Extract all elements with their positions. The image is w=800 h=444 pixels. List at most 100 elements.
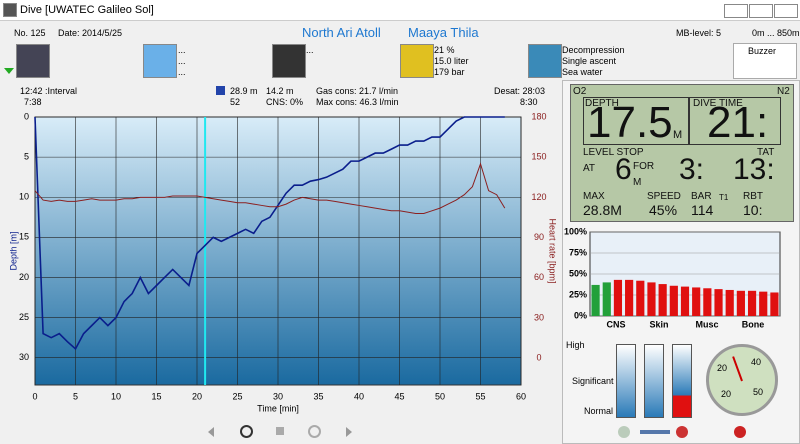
bar <box>613 279 623 316</box>
weather-2: ... <box>178 56 186 66</box>
depth-icon <box>216 86 225 95</box>
rbt-value: 10: <box>743 202 763 218</box>
tank-pressure: 179 bar <box>434 67 465 77</box>
y-tick-label: 10 <box>19 192 29 202</box>
buddy-icon[interactable] <box>16 44 50 78</box>
cns: CNS: 0% <box>266 97 304 107</box>
syringe-icon <box>640 430 670 434</box>
y-tick-label: 0 <box>24 111 29 121</box>
x-tick-label: 50 <box>435 391 445 401</box>
dropdown-arrow[interactable] <box>4 68 14 74</box>
level-bar <box>672 344 692 418</box>
tank-icon[interactable] <box>400 44 434 78</box>
x-tick-label: 30 <box>273 391 283 401</box>
stop-label: LEVEL STOP <box>583 147 644 158</box>
mb-level: MB-level: 5 <box>676 28 722 38</box>
y2-tick-label: 150 <box>531 152 546 162</box>
bar-label: BAR <box>691 191 712 202</box>
weather-1: ... <box>178 45 186 55</box>
y-tick-label: 5 <box>24 151 29 161</box>
deco-icon[interactable] <box>528 44 562 78</box>
y-tick-label: 75% <box>569 247 587 257</box>
zoom-out-button[interactable] <box>308 425 321 438</box>
rbt-label: RBT <box>743 191 763 202</box>
time-box <box>689 97 781 145</box>
o2: O2 <box>573 86 587 97</box>
x-tick-label: 45 <box>394 391 404 401</box>
heart-icon <box>676 426 688 438</box>
app-icon <box>3 3 17 17</box>
group-label: Bone <box>742 319 765 329</box>
max-label: MAX <box>583 191 605 202</box>
deco-3: Sea water <box>562 67 603 77</box>
at-label: AT <box>583 163 596 174</box>
level-high: High <box>566 340 585 350</box>
y-tick-label: 0% <box>574 310 587 320</box>
x-tick-label: 15 <box>151 391 161 401</box>
depth-value: 17.5 <box>587 98 673 147</box>
computer-display: O2 N2 DEPTH 17.5 M DIVE TIME 21: LEVEL S… <box>570 84 794 222</box>
depth-box <box>583 97 689 145</box>
bar <box>658 284 667 316</box>
dial-label: 20 <box>717 363 728 373</box>
bar <box>602 282 611 316</box>
minimize-button[interactable] <box>724 4 748 18</box>
bar <box>625 279 634 316</box>
max-depth: 28.9 m <box>230 86 258 96</box>
camera-icon[interactable] <box>272 44 306 78</box>
x-axis-label: Time [min] <box>257 403 299 413</box>
depth-label: DEPTH <box>585 98 619 109</box>
y2-tick-label: 180 <box>531 111 546 121</box>
y2-tick-label: 60 <box>534 272 544 282</box>
tat-label: TAT <box>757 147 775 158</box>
bar <box>669 285 678 316</box>
bar <box>725 289 734 316</box>
y2-tick-label: 30 <box>534 312 544 322</box>
lung-icon <box>734 426 746 438</box>
deco-1: Decompression <box>562 45 625 55</box>
max-cons: Max cons: 46.3 l/min <box>316 97 399 107</box>
bar-value: 114 <box>691 202 714 218</box>
bar <box>636 280 645 316</box>
location: North Ari Atoll <box>302 25 381 40</box>
stop-time: 3: <box>679 153 705 186</box>
y-tick-label: 25 <box>19 312 29 322</box>
x-tick-label: 35 <box>313 391 323 401</box>
window-title: Dive [UWATEC Galileo Sol] <box>20 4 154 16</box>
bar <box>680 286 690 316</box>
dive-number: No. 125 <box>14 28 46 38</box>
n2: N2 <box>777 86 790 97</box>
maximize-button[interactable] <box>749 4 773 18</box>
altitude: 0m ... 850m <box>752 28 800 38</box>
t1-label: T1 <box>719 193 729 202</box>
tank-volume: 15.0 liter <box>434 56 469 66</box>
dial-needle <box>732 356 743 382</box>
bar <box>591 284 600 316</box>
title-bar <box>0 0 800 21</box>
y2-axis-label: Heart rate [bpm] <box>548 218 558 283</box>
x-tick-label: 40 <box>354 391 364 401</box>
buzzer-box[interactable] <box>733 43 797 79</box>
bar <box>736 290 745 316</box>
prev-button[interactable] <box>208 427 214 437</box>
weather-icon[interactable] <box>143 44 177 78</box>
x-tick-label: 55 <box>475 391 485 401</box>
series-line <box>34 116 505 351</box>
profile-chart: 0 5 10 15 20 25 30 35 40 45 50 55 60 0 5 10 15 20 25 30 0 30 6… <box>8 111 558 413</box>
surface-time: 7:38 <box>24 97 42 107</box>
dive-date: Date: 2014/5/25 <box>58 28 123 38</box>
zoom-in-button[interactable] <box>240 425 253 438</box>
next-button[interactable] <box>346 427 352 437</box>
y-tick-label: 15 <box>19 232 29 242</box>
no-fly: 8:30 <box>520 97 538 107</box>
dial-label: 50 <box>753 387 764 397</box>
depth-unit: M <box>673 129 683 141</box>
group-label: Musc <box>695 319 718 329</box>
x-tick-label: 20 <box>192 391 202 401</box>
close-button[interactable] <box>774 4 798 18</box>
stop-button[interactable] <box>276 427 284 435</box>
y2-tick-label: 120 <box>531 192 546 202</box>
y-tick-label: 25% <box>569 289 587 299</box>
tat-value: 13: <box>733 153 775 186</box>
bar <box>770 292 779 316</box>
